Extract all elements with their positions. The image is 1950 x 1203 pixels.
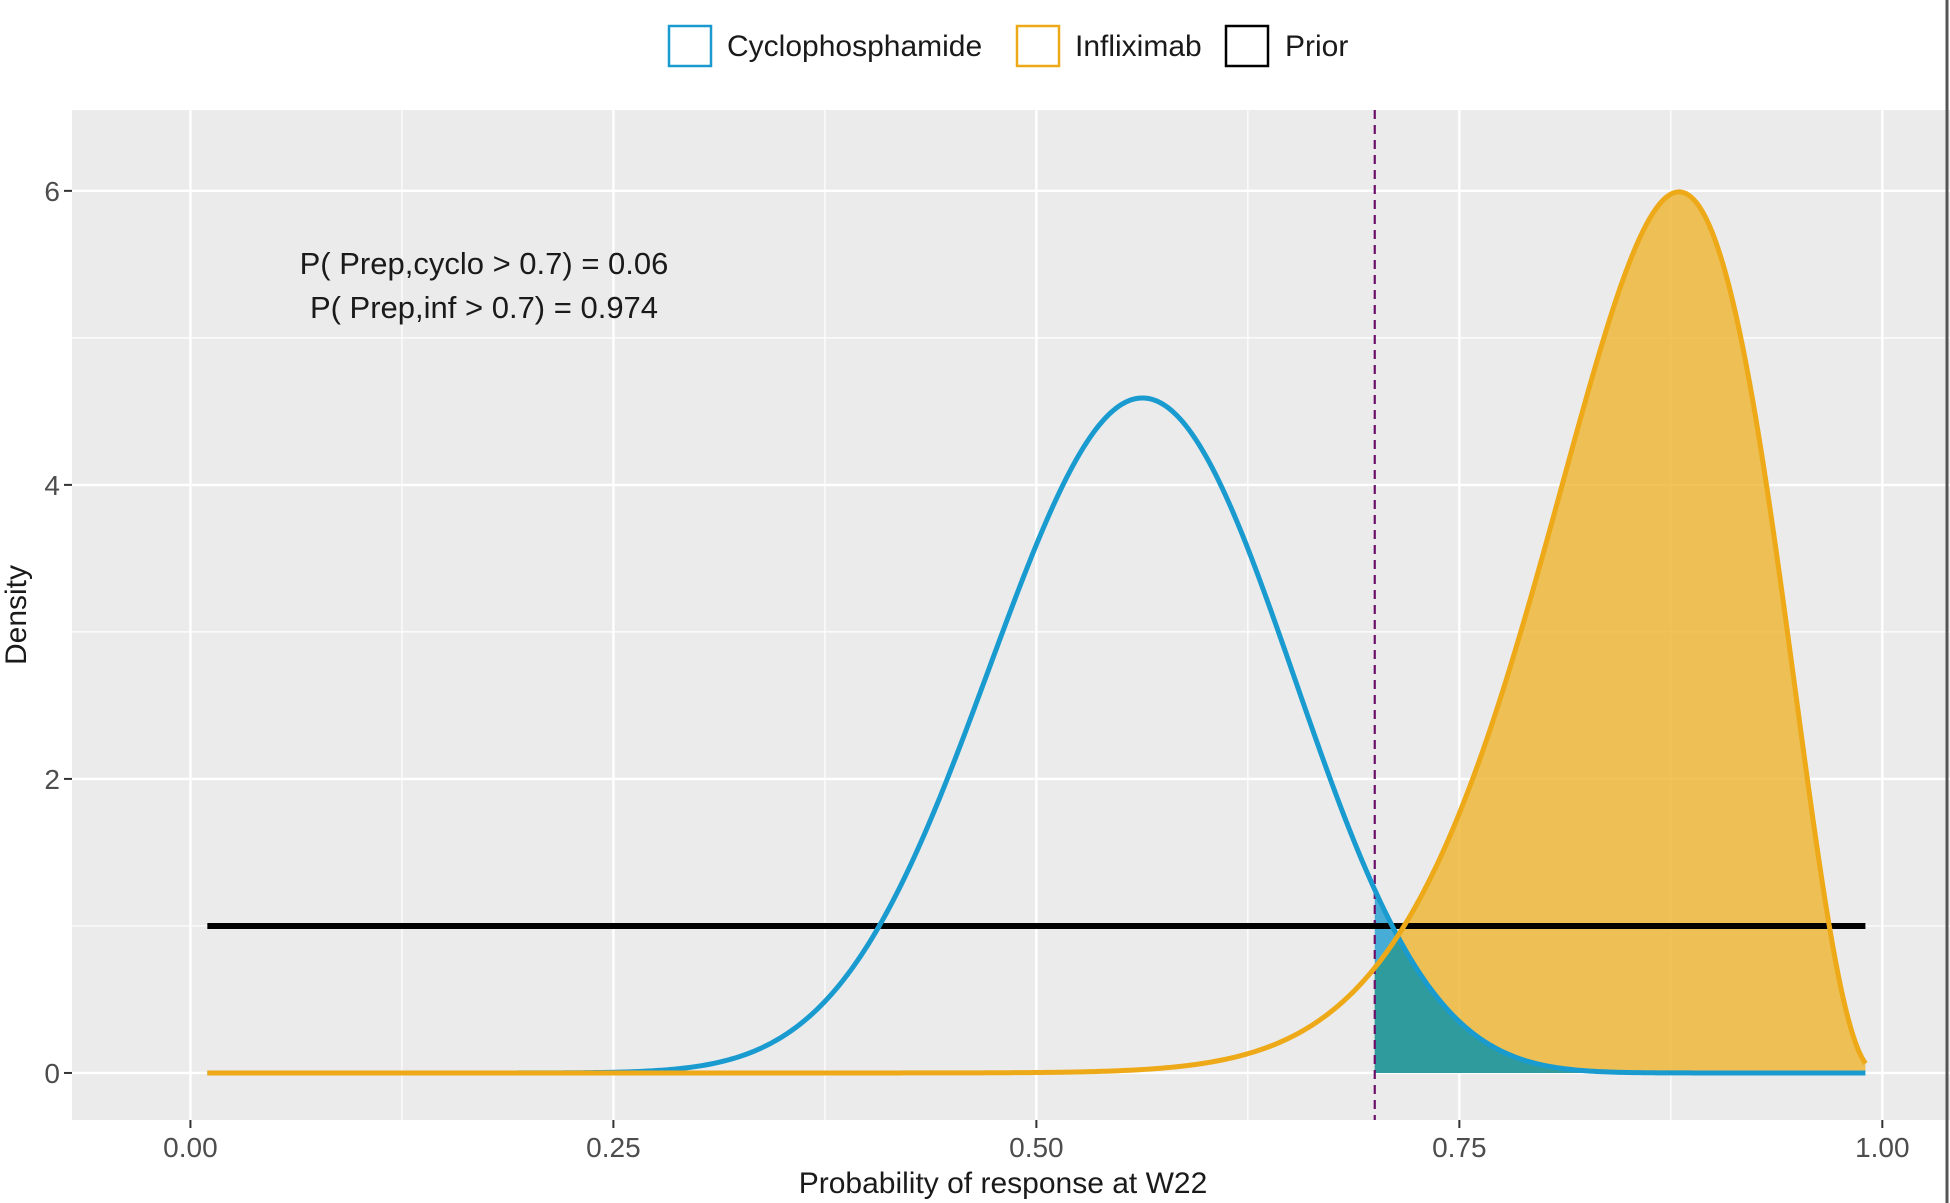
- density-curves: [207, 110, 1868, 1120]
- legend-label-infliximab: Infliximab: [1075, 30, 1202, 63]
- area-infliximab-tail: [1374, 191, 1866, 1073]
- x-axis: 0.00 0.25 0.50 0.75 1.00: [163, 1120, 1910, 1163]
- x-axis-title: Probability of response at W22: [799, 1167, 1208, 1200]
- legend: Cyclophosphamide Infliximab Prior: [667, 24, 1348, 68]
- density-areas: [1374, 191, 1866, 1073]
- x-tick-label: 0.00: [163, 1132, 218, 1163]
- y-tick-label: 4: [44, 470, 60, 501]
- legend-key-prior: [1224, 24, 1270, 68]
- x-tick-label: 0.50: [1009, 1132, 1064, 1163]
- legend-key-infliximab: [1015, 24, 1061, 68]
- annotation-inf: P( Prep,inf > 0.7) = 0.974: [310, 290, 658, 325]
- x-tick-label: 0.75: [1432, 1132, 1487, 1163]
- y-tick-label: 0: [44, 1058, 60, 1089]
- y-axis-title: Density: [0, 565, 33, 665]
- y-axis: 0 2 4 6: [44, 176, 72, 1089]
- legend-label-cyclophosphamide: Cyclophosphamide: [727, 30, 982, 63]
- x-tick-label: 0.25: [586, 1132, 641, 1163]
- area-overlap-tail: [1374, 936, 1866, 1073]
- y-tick-label: 2: [44, 764, 60, 795]
- legend-label-prior: Prior: [1285, 30, 1348, 63]
- y-tick-label: 6: [44, 176, 60, 207]
- curve-infliximab: [207, 189, 1868, 1076]
- legend-key-cyclophosphamide: [667, 24, 713, 68]
- annotation-cyclo: P( Prep,cyclo > 0.7) = 0.06: [300, 246, 669, 281]
- x-tick-label: 1.00: [1855, 1132, 1910, 1163]
